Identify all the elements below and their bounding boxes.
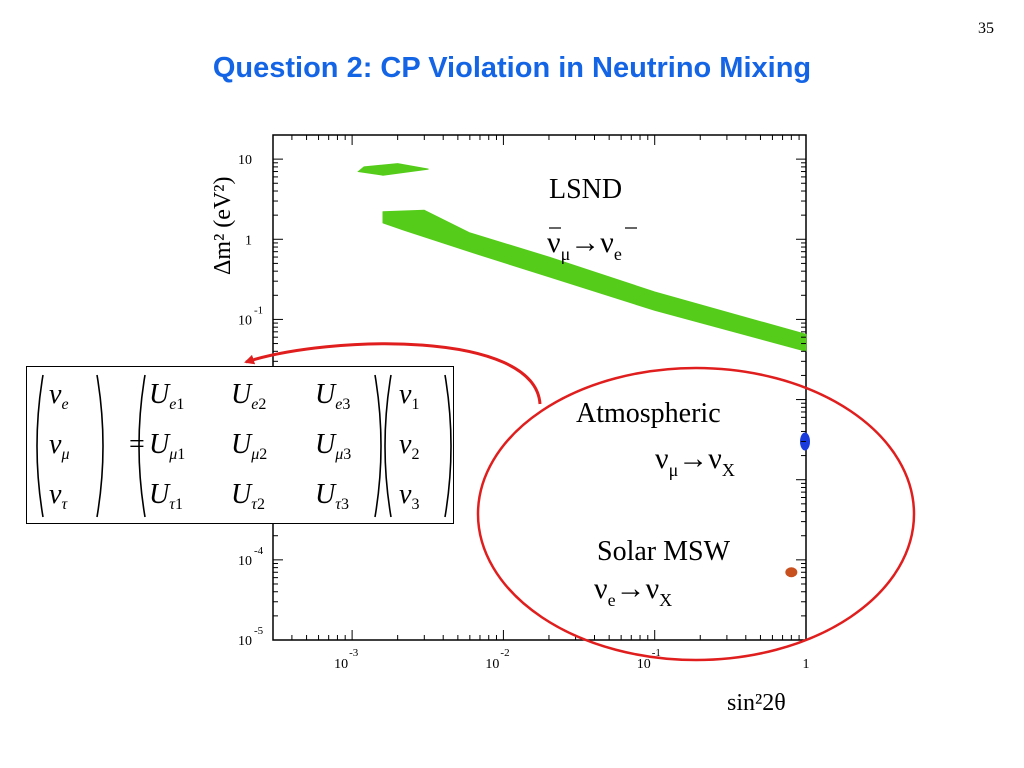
atmospheric-channel: νμ→νX: [655, 442, 735, 480]
u-mu3: Uμ3: [315, 429, 352, 464]
x-tick-label-base: 10: [485, 657, 499, 672]
u-mu2: Uμ2: [231, 429, 268, 464]
y-tick-label-exp: -1: [254, 304, 263, 316]
x-tick-label: 1: [803, 657, 810, 672]
solar-msw-label: Solar MSW: [597, 536, 731, 567]
x-tick-label: 10-2: [485, 647, 509, 672]
matrix-brackets: [36, 374, 452, 518]
pointer-arrow: [244, 342, 542, 405]
u-e1: Ue1: [149, 379, 185, 414]
right-paren-rhs: [444, 374, 452, 518]
y-tick-label: 1: [245, 233, 252, 248]
u-mu1: Uμ1: [149, 429, 186, 464]
mixing-matrix-equation: νe νμ ντ = Ue1 Ue2 Ue3 Uμ1 Uμ2 Uμ3 Uτ1 U…: [26, 366, 454, 524]
y-tick-label-base: 10: [238, 634, 252, 649]
u-tau2: Uτ2: [231, 479, 265, 514]
y-tick-label: 10-1: [238, 304, 263, 328]
x-tick-label-exp: -1: [652, 647, 661, 659]
x-tick-label: 10-1: [637, 647, 661, 672]
y-tick-label-base: 10: [238, 153, 252, 168]
lhs-nu-mu: νμ: [49, 429, 70, 464]
u-e3: Ue3: [315, 379, 351, 414]
right-paren-u: [374, 374, 382, 518]
atmospheric-channel-text: νμ→νX: [655, 442, 735, 480]
rhs-nu-3: ν3: [399, 479, 420, 514]
lsnd-upper-island: [357, 163, 429, 176]
lsnd-label: LSND: [549, 174, 622, 205]
x-tick-label-base: 10: [334, 657, 348, 672]
right-paren-lhs: [96, 374, 104, 518]
y-tick-label: 10-4: [238, 545, 264, 569]
lsnd-channel-text: νμ→νe: [547, 226, 622, 264]
y-tick-label-base: 1: [245, 233, 252, 248]
y-tick-label-exp: -4: [254, 545, 264, 557]
x-axis-label: sin²2θ: [727, 690, 786, 716]
solar-msw-point: [785, 567, 798, 578]
rhs-nu-2: ν2: [399, 429, 420, 464]
u-e2: Ue2: [231, 379, 267, 414]
x-tick-label-base: 1: [803, 657, 810, 672]
lhs-nu-e: νe: [49, 379, 69, 414]
slide-title: Question 2: CP Violation in Neutrino Mix…: [212, 52, 812, 84]
lhs-nu-tau: ντ: [49, 479, 68, 514]
y-tick-label-base: 10: [238, 313, 252, 328]
u-tau3: Uτ3: [315, 479, 349, 514]
solar-msw-channel-text: νe→νX: [594, 572, 672, 610]
solar-msw-channel: νe→νX: [594, 572, 672, 610]
highlight-circle: [476, 366, 916, 662]
y-tick-label: 10-5: [238, 625, 264, 649]
x-tick-label-exp: -3: [349, 647, 359, 659]
y-tick-label-base: 10: [238, 554, 252, 569]
y-tick-label: 10: [238, 153, 252, 168]
u-tau1: Uτ1: [149, 479, 183, 514]
equals-sign: =: [129, 429, 145, 460]
x-tick-label: 10-3: [334, 647, 359, 672]
slide-number: 35: [978, 20, 994, 37]
left-paren-u: [138, 374, 146, 518]
rhs-nu-1: ν1: [399, 379, 420, 414]
lsnd-channel: νμ→νe: [547, 226, 637, 264]
y-axis-label: Δm² (eV²): [210, 177, 236, 275]
left-paren-lhs: [36, 374, 44, 518]
left-paren-rhs: [384, 374, 392, 518]
atmospheric-label: Atmospheric: [576, 398, 721, 429]
y-tick-label-exp: -5: [254, 625, 264, 637]
x-tick-label-base: 10: [637, 657, 651, 672]
x-tick-label-exp: -2: [500, 647, 509, 659]
